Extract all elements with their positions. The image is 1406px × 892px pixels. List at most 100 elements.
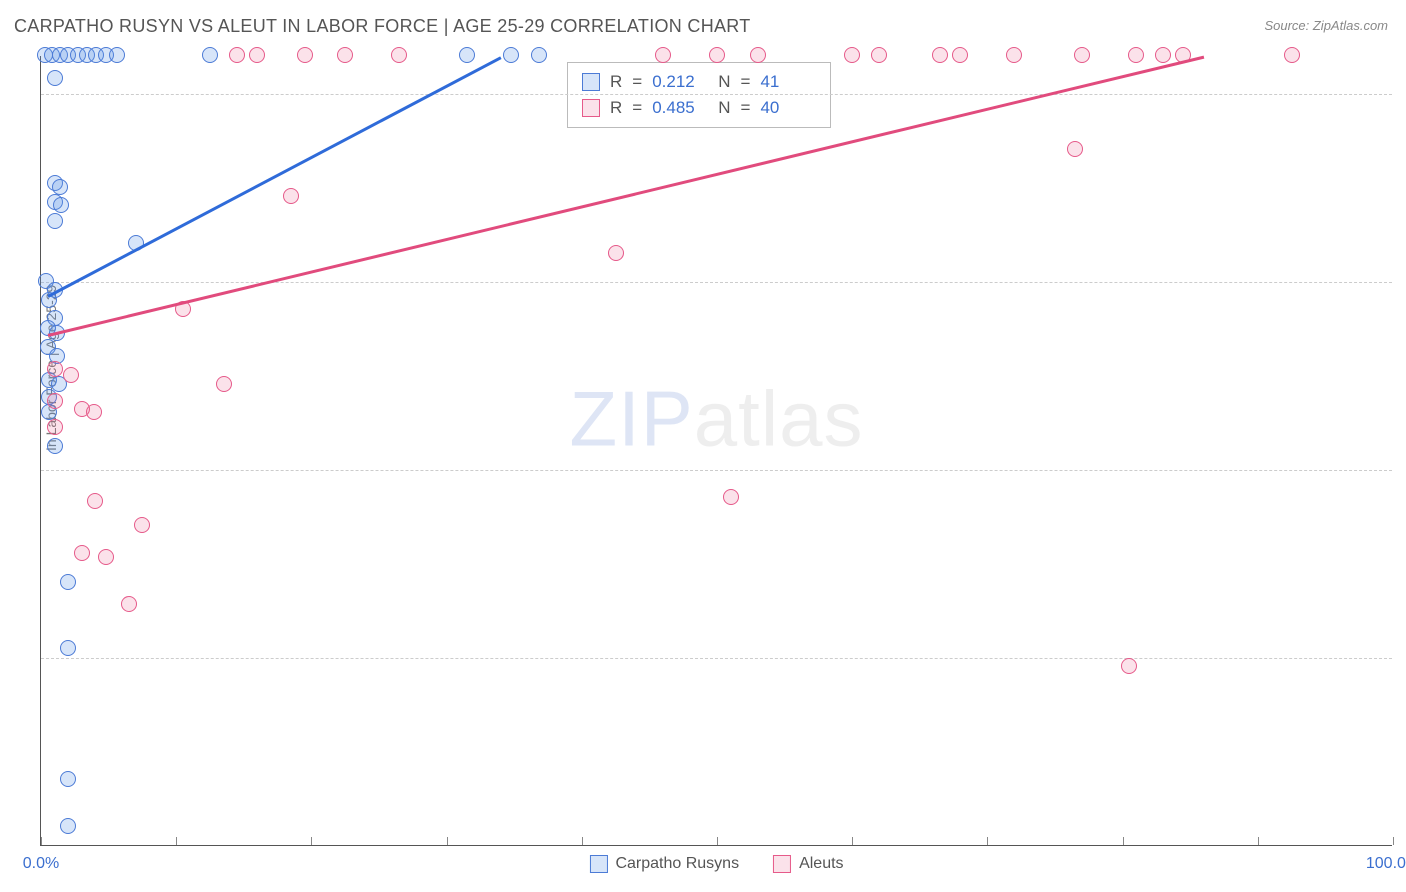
y-gridline xyxy=(41,94,1392,95)
stat-r-value-0: 0.212 xyxy=(652,69,708,95)
stats-swatch-series-1 xyxy=(582,99,600,117)
data-point-aleuts xyxy=(750,47,766,63)
data-point-aleuts xyxy=(1128,47,1144,63)
data-point-carpatho-rusyns xyxy=(52,179,68,195)
watermark-prefix: ZIP xyxy=(569,374,693,462)
data-point-aleuts xyxy=(932,47,948,63)
data-point-aleuts xyxy=(391,47,407,63)
source-attribution: Source: ZipAtlas.com xyxy=(1264,18,1388,33)
legend-swatch-1 xyxy=(773,855,791,873)
x-tick xyxy=(717,837,718,845)
x-tick-label: 100.0% xyxy=(1366,855,1406,873)
data-point-aleuts xyxy=(1155,47,1171,63)
legend: Carpatho Rusyns Aleuts xyxy=(589,855,843,873)
x-tick xyxy=(41,837,42,845)
stat-n-label: N xyxy=(718,69,730,95)
y-tick-label: 70.0% xyxy=(1402,649,1406,667)
data-point-aleuts xyxy=(86,404,102,420)
data-point-aleuts xyxy=(655,47,671,63)
stat-n-value-1: 40 xyxy=(760,95,816,121)
data-point-aleuts xyxy=(216,376,232,392)
data-point-aleuts xyxy=(1006,47,1022,63)
stats-row-series-1: R = 0.485 N = 40 xyxy=(582,95,816,121)
chart-title: CARPATHO RUSYN VS ALEUT IN LABOR FORCE |… xyxy=(14,16,751,37)
data-point-aleuts xyxy=(87,493,103,509)
stats-box: R = 0.212 N = 41 R = 0.485 N = 40 xyxy=(567,62,831,128)
data-point-aleuts xyxy=(249,47,265,63)
stat-eq: = xyxy=(632,69,642,95)
data-point-carpatho-rusyns xyxy=(531,47,547,63)
data-point-aleuts xyxy=(709,47,725,63)
data-point-carpatho-rusyns xyxy=(60,771,76,787)
data-point-carpatho-rusyns xyxy=(459,47,475,63)
trend-line-carpatho-rusyns xyxy=(47,56,501,298)
data-point-aleuts xyxy=(47,361,63,377)
data-point-aleuts xyxy=(47,393,63,409)
data-point-aleuts xyxy=(608,245,624,261)
x-tick xyxy=(852,837,853,845)
data-point-aleuts xyxy=(47,419,63,435)
stats-swatch-series-0 xyxy=(582,73,600,91)
y-tick-label: 100.0% xyxy=(1402,85,1406,103)
data-point-aleuts xyxy=(337,47,353,63)
data-point-aleuts xyxy=(283,188,299,204)
data-point-aleuts xyxy=(844,47,860,63)
x-tick xyxy=(1393,837,1394,845)
stat-r-label: R xyxy=(610,95,622,121)
plot-area: In Labor Force | Age 25-29 ZIPatlas R = … xyxy=(40,56,1392,846)
stat-n-value-0: 41 xyxy=(760,69,816,95)
x-tick xyxy=(1258,837,1259,845)
data-point-carpatho-rusyns xyxy=(47,213,63,229)
data-point-carpatho-rusyns xyxy=(202,47,218,63)
x-tick xyxy=(582,837,583,845)
data-point-carpatho-rusyns xyxy=(53,197,69,213)
data-point-carpatho-rusyns xyxy=(60,574,76,590)
y-gridline xyxy=(41,282,1392,283)
watermark: ZIPatlas xyxy=(569,373,863,464)
stat-n-label: N xyxy=(718,95,730,121)
y-gridline xyxy=(41,658,1392,659)
data-point-aleuts xyxy=(1067,141,1083,157)
data-point-aleuts xyxy=(98,549,114,565)
data-point-carpatho-rusyns xyxy=(503,47,519,63)
legend-swatch-0 xyxy=(589,855,607,873)
data-point-aleuts xyxy=(723,489,739,505)
stat-r-value-1: 0.485 xyxy=(652,95,708,121)
data-point-aleuts xyxy=(134,517,150,533)
legend-item-0: Carpatho Rusyns xyxy=(589,855,739,873)
stat-eq: = xyxy=(632,95,642,121)
stat-eq: = xyxy=(741,95,751,121)
x-tick-label: 0.0% xyxy=(23,855,59,873)
legend-label-0: Carpatho Rusyns xyxy=(615,855,739,873)
data-point-carpatho-rusyns xyxy=(47,438,63,454)
x-tick xyxy=(1123,837,1124,845)
correlation-chart: CARPATHO RUSYN VS ALEUT IN LABOR FORCE |… xyxy=(0,0,1406,892)
y-gridline xyxy=(41,470,1392,471)
data-point-aleuts xyxy=(1121,658,1137,674)
data-point-aleuts xyxy=(1284,47,1300,63)
x-tick xyxy=(311,837,312,845)
data-point-aleuts xyxy=(952,47,968,63)
data-point-carpatho-rusyns xyxy=(60,640,76,656)
x-tick xyxy=(176,837,177,845)
stat-eq: = xyxy=(741,69,751,95)
stat-r-label: R xyxy=(610,69,622,95)
data-point-aleuts xyxy=(229,47,245,63)
watermark-suffix: atlas xyxy=(694,374,864,462)
data-point-carpatho-rusyns xyxy=(47,70,63,86)
y-tick-label: 90.0% xyxy=(1402,273,1406,291)
legend-item-1: Aleuts xyxy=(773,855,843,873)
data-point-carpatho-rusyns xyxy=(109,47,125,63)
data-point-aleuts xyxy=(63,367,79,383)
data-point-aleuts xyxy=(871,47,887,63)
x-tick xyxy=(987,837,988,845)
stats-row-series-0: R = 0.212 N = 41 xyxy=(582,69,816,95)
data-point-aleuts xyxy=(1074,47,1090,63)
legend-label-1: Aleuts xyxy=(799,855,843,873)
y-tick-label: 80.0% xyxy=(1402,461,1406,479)
data-point-carpatho-rusyns xyxy=(60,818,76,834)
data-point-aleuts xyxy=(297,47,313,63)
data-point-aleuts xyxy=(121,596,137,612)
x-tick xyxy=(447,837,448,845)
data-point-aleuts xyxy=(74,545,90,561)
